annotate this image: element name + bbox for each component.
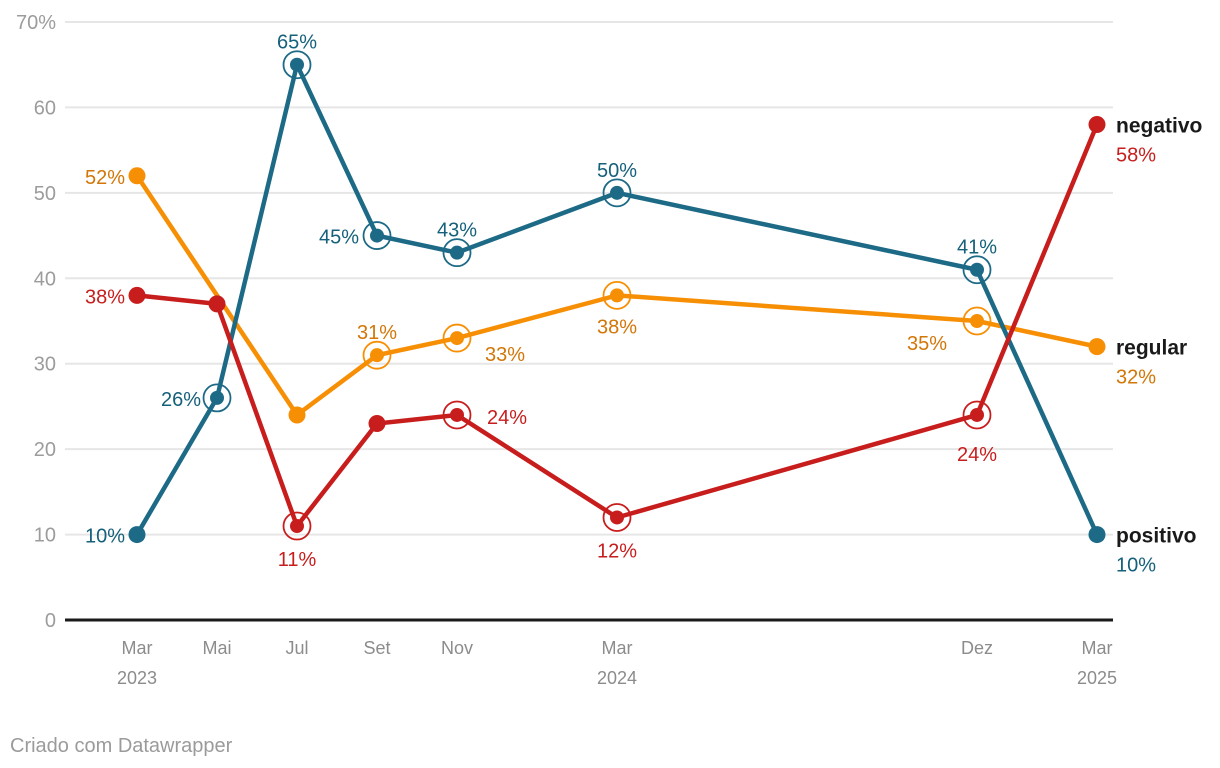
value-label-regular-12: 38% (597, 316, 637, 338)
point-ring-negativo-8 (442, 400, 472, 430)
point-ring-positivo-12 (602, 178, 632, 208)
point-negativo-24[interactable] (1088, 116, 1106, 134)
x-tick-label-2: Mai (202, 638, 231, 658)
value-label-regular-21: 35% (907, 333, 947, 355)
legend-value-negativo: 58% (1116, 145, 1156, 167)
point-ring-negativo-4 (282, 511, 312, 541)
point-regular-8[interactable] (450, 331, 464, 346)
legend-name-negativo: negativo (1116, 115, 1202, 138)
point-regular-21[interactable] (970, 314, 984, 328)
chart-svg: 70% 60 50 40 30 20 10 0 Mar 2023 Mai Jul Set Nov Mar 20… (16, 12, 1202, 688)
value-label-positivo-4: 65% (277, 32, 317, 54)
x-tick-sublabel-0: 2023 (117, 668, 157, 688)
value-label-positivo-12: 50% (597, 160, 637, 182)
point-negativo-12[interactable] (610, 510, 624, 525)
x-tick-sublabel-12: 2024 (597, 668, 637, 688)
y-tick-label-40: 40 (34, 268, 56, 290)
point-ring-regular-8 (442, 323, 472, 353)
value-label-regular-0: 52% (85, 167, 125, 189)
value-label-regular-6: 31% (357, 322, 397, 344)
x-tick-label-24: Mar (1082, 638, 1113, 658)
value-label-positivo-8: 43% (437, 220, 477, 242)
value-label-positivo-0: 10% (85, 526, 125, 548)
point-negativo-0[interactable] (128, 286, 146, 304)
point-ring-positivo-4 (282, 50, 312, 80)
value-label-positivo-2: 26% (161, 389, 201, 411)
legend-value-positivo: 10% (1116, 555, 1156, 577)
point-negativo-8[interactable] (450, 407, 464, 422)
point-negativo-2[interactable] (208, 295, 226, 313)
datawrapper-credit: Criado com Datawrapper (10, 735, 233, 757)
point-positivo-24[interactable] (1088, 526, 1106, 544)
legend-name-positivo: positivo (1116, 525, 1197, 548)
x-tick-label-21: Dez (961, 638, 993, 658)
value-label-negativo-4: 11% (278, 549, 317, 571)
value-label-regular-8: 33% (485, 344, 525, 366)
value-label-positivo-6: 45% (319, 227, 359, 249)
point-ring-negativo-12 (602, 503, 632, 532)
legend-name-regular: regular (1116, 337, 1187, 360)
legend-value-regular: 32% (1116, 367, 1156, 389)
point-positivo-21[interactable] (970, 262, 984, 277)
y-tick-label-30: 30 (34, 354, 56, 376)
point-regular-0[interactable] (128, 167, 146, 185)
x-tick-label-12: Mar (602, 638, 633, 658)
y-tick-label-70: 70% (16, 12, 56, 34)
point-ring-positivo-6 (362, 221, 392, 250)
point-ring-regular-6 (362, 340, 392, 370)
point-negativo-4[interactable] (290, 519, 304, 534)
value-label-negativo-8: 24% (487, 407, 527, 429)
point-regular-6[interactable] (370, 348, 384, 363)
point-regular-4[interactable] (288, 406, 306, 424)
value-label-negativo-12: 12% (597, 540, 637, 562)
x-tick-label-8: Nov (441, 638, 473, 658)
value-label-negativo-0: 38% (85, 286, 125, 308)
value-label-negativo-21: 24% (957, 444, 997, 466)
x-tick-sublabel-24: 2025 (1077, 668, 1117, 688)
point-ring-regular-21 (962, 306, 992, 336)
point-ring-positivo-8 (442, 238, 472, 268)
point-positivo-2[interactable] (210, 390, 224, 405)
point-ring-negativo-21 (962, 400, 992, 430)
point-ring-regular-12 (602, 280, 632, 310)
point-positivo-8[interactable] (450, 245, 464, 260)
x-tick-label-0: Mar (122, 638, 153, 658)
point-positivo-12[interactable] (610, 185, 624, 200)
y-tick-label-20: 20 (34, 439, 56, 461)
point-positivo-4[interactable] (290, 57, 304, 72)
y-tick-label-0: 0 (45, 610, 56, 632)
point-negativo-6[interactable] (368, 415, 386, 433)
point-regular-24[interactable] (1088, 338, 1106, 356)
line-negativo[interactable] (134, 122, 1100, 529)
y-tick-label-10: 10 (34, 525, 56, 547)
x-tick-label-4: Jul (285, 638, 308, 658)
point-positivo-0[interactable] (128, 526, 146, 544)
point-positivo-6[interactable] (370, 228, 384, 243)
point-ring-positivo-21 (962, 255, 992, 285)
y-tick-label-50: 50 (34, 183, 56, 205)
point-ring-positivo-2 (202, 383, 232, 413)
value-label-positivo-21: 41% (957, 237, 997, 259)
x-tick-label-6: Set (363, 638, 390, 658)
point-regular-12[interactable] (610, 288, 624, 303)
point-negativo-21[interactable] (970, 407, 984, 422)
y-tick-label-60: 60 (34, 97, 56, 119)
